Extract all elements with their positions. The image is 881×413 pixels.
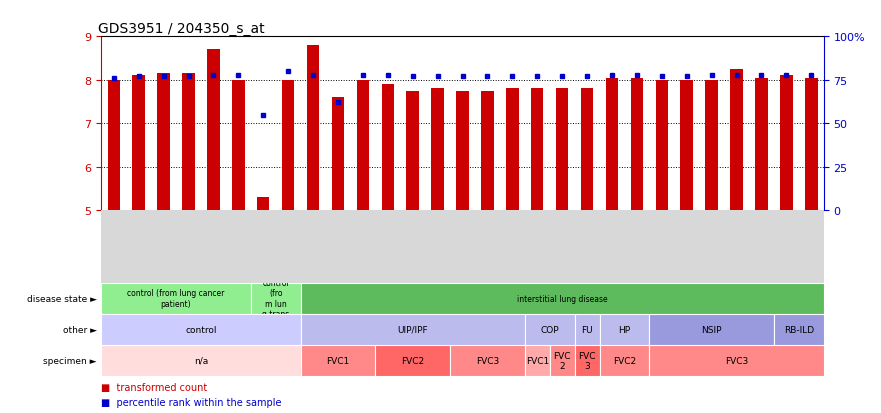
Bar — [755, 78, 767, 211]
Bar — [531, 89, 544, 211]
Text: control
(fro
m lun
g trans: control (fro m lun g trans — [262, 278, 289, 318]
Text: ■  transformed count: ■ transformed count — [101, 382, 208, 392]
Text: disease state ►: disease state ► — [27, 294, 97, 303]
Bar — [207, 50, 219, 211]
Text: control (from lung cancer
patient): control (from lung cancer patient) — [128, 289, 225, 308]
Bar — [257, 198, 270, 211]
Bar — [774, 314, 824, 345]
Bar — [706, 81, 718, 211]
Bar — [381, 85, 394, 211]
Text: COP: COP — [540, 325, 559, 334]
Bar — [432, 89, 444, 211]
Bar — [456, 91, 469, 211]
Text: n/a: n/a — [194, 356, 208, 365]
Text: control: control — [185, 325, 217, 334]
Bar — [300, 345, 375, 376]
Bar — [107, 81, 120, 211]
Text: FVC3: FVC3 — [725, 356, 748, 365]
Bar — [525, 345, 550, 376]
Bar — [357, 81, 369, 211]
Bar — [631, 78, 643, 211]
Bar — [655, 81, 668, 211]
Bar — [550, 345, 574, 376]
Text: FVC3: FVC3 — [476, 356, 499, 365]
Text: specimen ►: specimen ► — [43, 356, 97, 365]
Bar — [307, 46, 319, 211]
Bar — [282, 81, 294, 211]
Bar — [600, 314, 649, 345]
Bar — [556, 89, 568, 211]
Text: FVC1: FVC1 — [326, 356, 350, 365]
Bar — [406, 91, 419, 211]
Bar — [600, 345, 649, 376]
Text: FVC1: FVC1 — [526, 356, 549, 365]
Bar — [101, 345, 300, 376]
Text: FU: FU — [581, 325, 593, 334]
Bar — [574, 345, 600, 376]
Bar — [450, 345, 525, 376]
Bar — [375, 345, 450, 376]
Bar — [300, 314, 525, 345]
Bar — [506, 89, 519, 211]
Text: HP: HP — [618, 325, 631, 334]
Bar — [300, 283, 824, 314]
Bar — [132, 76, 144, 211]
Bar — [182, 74, 195, 211]
Bar — [101, 283, 251, 314]
Text: FVC2: FVC2 — [613, 356, 636, 365]
Text: FVC
3: FVC 3 — [578, 351, 596, 370]
Bar — [680, 81, 693, 211]
Bar — [805, 78, 818, 211]
Text: ■  percentile rank within the sample: ■ percentile rank within the sample — [101, 397, 282, 407]
Bar — [649, 345, 824, 376]
Bar — [606, 78, 618, 211]
Text: other ►: other ► — [63, 325, 97, 334]
Bar — [101, 314, 300, 345]
Bar — [649, 314, 774, 345]
Bar — [574, 314, 600, 345]
Bar — [481, 91, 493, 211]
Text: RB-ILD: RB-ILD — [784, 325, 814, 334]
Bar — [232, 81, 245, 211]
Text: FVC
2: FVC 2 — [553, 351, 571, 370]
Text: UIP/IPF: UIP/IPF — [397, 325, 428, 334]
Bar — [730, 70, 743, 211]
Bar — [158, 74, 170, 211]
Bar — [581, 89, 593, 211]
Text: FVC2: FVC2 — [401, 356, 425, 365]
Text: GDS3951 / 204350_s_at: GDS3951 / 204350_s_at — [98, 22, 264, 36]
Bar — [525, 314, 574, 345]
Bar — [781, 76, 793, 211]
Bar — [251, 283, 300, 314]
Text: interstitial lung disease: interstitial lung disease — [517, 294, 608, 303]
Text: NSIP: NSIP — [701, 325, 722, 334]
Bar — [332, 98, 344, 211]
